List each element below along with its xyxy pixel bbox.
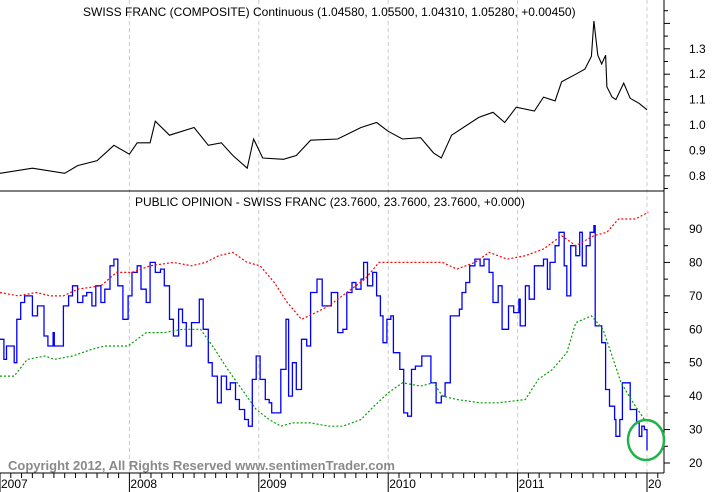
highlight-circle	[626, 418, 666, 462]
x-tick-label: 2007	[1, 477, 28, 491]
x-tick-label: 2008	[130, 477, 157, 491]
price-y-tick-label: 0.8	[689, 169, 706, 183]
price-chart-title: SWISS FRANC (COMPOSITE) Continuous (1.04…	[83, 5, 576, 19]
opinion-chart-title: PUBLIC OPINION - SWISS FRANC (23.7600, 2…	[135, 195, 525, 209]
opinion-y-tick-label: 90	[689, 222, 703, 236]
x-tick-label: 2011	[519, 477, 545, 491]
year-gridlines	[128, 0, 648, 473]
upper-band-line	[0, 211, 649, 321]
x-tick-label: 2010	[389, 477, 416, 491]
opinion-y-tick-label: 30	[689, 423, 703, 437]
copyright-text: Copyright 2012, All Rights Reserved www.…	[8, 458, 395, 473]
x-tick-label: 2009	[260, 477, 287, 491]
price-y-tick-label: 1.1	[689, 93, 706, 107]
price-y-tick-label: 1.2	[689, 67, 706, 81]
price-line	[0, 20, 648, 174]
price-y-tick-label: 1.3	[689, 42, 706, 56]
opinion-y-tick-label: 20	[689, 456, 703, 470]
lower-band-line	[0, 315, 645, 427]
price-y-tick-label: 0.9	[689, 143, 706, 157]
opinion-y-tick-label: 60	[689, 322, 703, 336]
opinion-y-tick-label: 80	[689, 255, 703, 269]
opinion-y-tick-label: 70	[689, 289, 703, 303]
series-lines	[0, 20, 649, 451]
opinion-y-tick-label: 40	[689, 389, 703, 403]
opinion-y-tick-label: 50	[689, 356, 703, 370]
x-tick-label: 20	[648, 477, 662, 491]
public-opinion-line	[0, 224, 648, 451]
price-y-tick-label: 1.0	[689, 118, 706, 132]
